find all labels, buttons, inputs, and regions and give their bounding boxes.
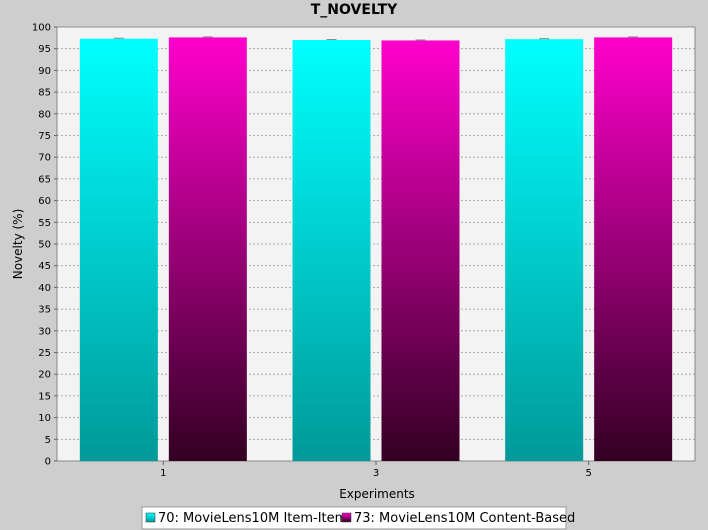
y-tick-label: 25 xyxy=(38,348,51,359)
y-tick-label: 85 xyxy=(38,88,51,99)
bar-series-0-cat-1 xyxy=(79,38,158,462)
bar-series-1-cat-1 xyxy=(168,37,247,461)
legend: 70: MovieLens10M Item-Item 73: MovieLens1… xyxy=(141,506,575,530)
y-tick-label: 40 xyxy=(38,283,51,294)
y-tick-label: 5 xyxy=(45,435,51,446)
legend-swatch-1 xyxy=(341,512,352,523)
x-tick-label: 5 xyxy=(585,468,591,479)
bar-series-0-cat-3 xyxy=(292,40,371,462)
y-tick-label: 0 xyxy=(45,457,51,468)
y-axis-ticks: 0 5 10 15 20 25 30 35 40 45 50 55 60 65 70 75 80 85 90 95 10… xyxy=(32,23,57,468)
legend-label-1: 73: MovieLens10M Content-Based xyxy=(354,511,575,526)
y-tick-label: 50 xyxy=(38,240,51,251)
x-axis-label: Experiments xyxy=(339,487,415,501)
y-tick-label: 65 xyxy=(38,174,51,185)
y-tick-label: 15 xyxy=(38,391,51,402)
bars xyxy=(79,36,673,462)
legend-swatch-0 xyxy=(145,512,156,523)
y-axis-label: Novelty (%) xyxy=(11,209,25,280)
bar-series-1-cat-5 xyxy=(594,37,673,461)
y-tick-label: 35 xyxy=(38,305,51,316)
bar-series-1-cat-3 xyxy=(381,40,460,461)
y-tick-label: 10 xyxy=(38,413,51,424)
x-tick-label: 1 xyxy=(160,468,166,479)
y-tick-label: 95 xyxy=(38,44,51,55)
y-tick-label: 75 xyxy=(38,131,51,142)
y-tick-label: 90 xyxy=(38,66,51,77)
y-tick-label: 30 xyxy=(38,326,51,337)
legend-box xyxy=(141,506,567,530)
y-tick-label: 100 xyxy=(32,23,51,34)
x-tick-label: 3 xyxy=(373,468,379,479)
x-axis-ticks: 1 3 5 xyxy=(160,461,592,479)
y-tick-label: 20 xyxy=(38,370,51,381)
legend-label-0: 70: MovieLens10M Item-Item xyxy=(158,511,347,526)
y-tick-label: 80 xyxy=(38,109,51,120)
bar-series-0-cat-5 xyxy=(505,39,584,461)
y-tick-label: 45 xyxy=(38,261,51,272)
y-tick-label: 55 xyxy=(38,218,51,229)
plot-area xyxy=(56,26,696,462)
chart-title: T_NOVELTY xyxy=(311,2,398,18)
y-tick-label: 70 xyxy=(38,153,51,164)
y-tick-label: 60 xyxy=(38,196,51,207)
